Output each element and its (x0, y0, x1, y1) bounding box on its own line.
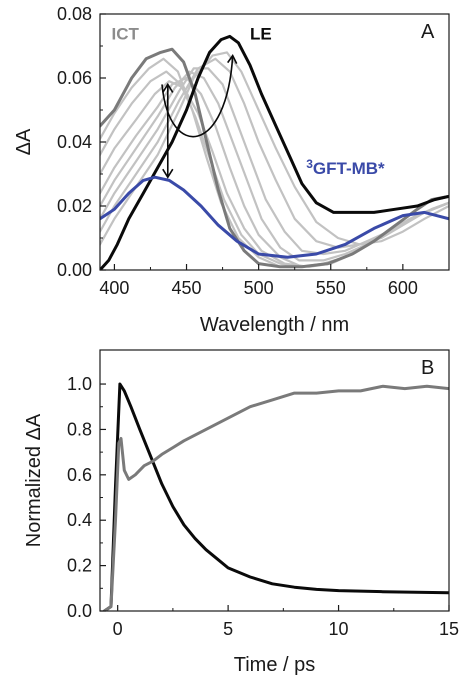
panel-a-double-arrow (162, 54, 238, 179)
panel-b-x-tick-label: 5 (223, 619, 233, 639)
panel-b-series-group (102, 382, 449, 611)
le-annotation: LE (250, 25, 272, 44)
panel-a-double-arrow-head-top (162, 82, 174, 93)
panel-b-x-axis-title: Time / ps (234, 654, 316, 676)
panel-a-x-tick-label: 600 (388, 278, 418, 298)
panel-a-letter: A (421, 21, 435, 43)
panel-b-series-line-black (102, 382, 449, 611)
triplet-text: GFT-MB* (313, 159, 385, 178)
panel-b-y-tick-label: 0.6 (67, 465, 92, 485)
panel-a-series-line-light (100, 70, 449, 262)
panel-a-x-tick-label: 500 (244, 278, 274, 298)
panel-a-x-tick-label: 400 (99, 278, 129, 298)
panel-a-series-line-light (100, 51, 449, 246)
ict-annotation: ICT (112, 25, 140, 44)
panel-a-frame (99, 13, 450, 271)
panel-b-chart: 0 5 10 15 0.0 0.2 0.4 0.6 0.8 1.0 B Time / ps Nor… (23, 349, 459, 676)
triplet-annotation: 3GFT-MB* (306, 157, 385, 178)
panel-b-series-line-dark (102, 384, 449, 611)
panel-a-curved-arrow-head (227, 54, 238, 64)
panel-a-y-axis-title: ΔA (13, 128, 35, 155)
panel-b-frame (99, 349, 450, 612)
panel-a-series-group (100, 34, 449, 270)
panel-b-y-tick-label: 0.2 (67, 556, 92, 576)
panel-a-x-tick-label: 550 (316, 278, 346, 298)
panel-b-x-tick-label: 15 (439, 619, 459, 639)
panel-b-x-tick-label: 0 (113, 619, 123, 639)
panel-a-y-tick-label: 0.06 (57, 68, 92, 88)
panel-a-y-tick-label: 0.04 (57, 132, 92, 152)
panel-b-y-axis-title: Normalized ΔA (23, 413, 45, 547)
panel-b-y-tick-label: 0.0 (67, 601, 92, 621)
panel-a-y-tick-label: 0.08 (57, 4, 92, 24)
panel-b-y-tick-label: 0.4 (67, 510, 92, 530)
panel-a-x-axis-title: Wavelength / nm (200, 314, 349, 336)
triplet-superscript: 3 (306, 157, 313, 171)
panel-a-series-line-black (100, 34, 449, 270)
panel-b-letter: B (421, 357, 434, 379)
panel-a-ticks: 400 450 500 550 600 0.00 0.02 0.04 0.06 0.08 (57, 4, 418, 298)
panel-a-y-tick-label: 0.00 (57, 260, 92, 280)
panel-a-series-line-blue (100, 175, 449, 259)
panel-b-y-tick-label: 1.0 (67, 374, 92, 394)
panel-a-curved-arrow (161, 55, 234, 138)
panel-b-x-tick-label: 10 (329, 619, 349, 639)
panel-a-x-tick-label: 450 (172, 278, 202, 298)
panel-a-y-tick-label: 0.02 (57, 196, 92, 216)
panel-b-ticks: 0 5 10 15 0.0 0.2 0.4 0.6 0.8 1.0 (67, 374, 459, 639)
panel-b-y-tick-label: 0.8 (67, 419, 92, 439)
panel-a-double-arrow-head-bottom (162, 168, 174, 179)
